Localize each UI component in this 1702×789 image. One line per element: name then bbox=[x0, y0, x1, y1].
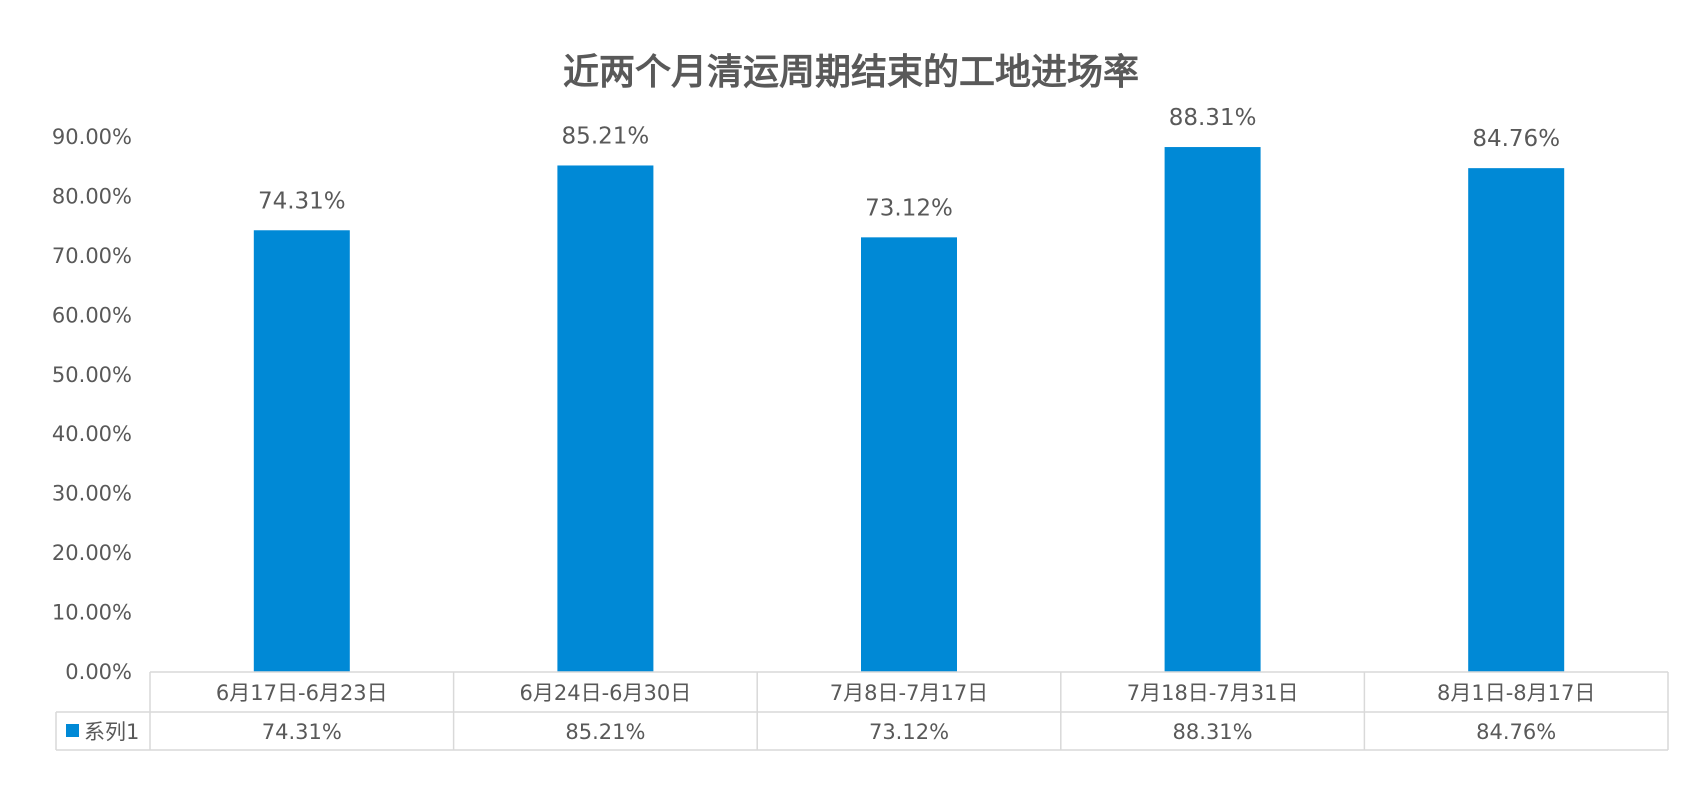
data-label: 88.31% bbox=[1169, 105, 1257, 131]
bar bbox=[253, 230, 350, 673]
data-labels: 74.31% 85.21% 73.12% 88.31% 84.76% bbox=[258, 105, 1560, 221]
y-tick-label: 30.00% bbox=[52, 482, 132, 506]
y-axis-ticks: 0.00% 10.00% 20.00% 30.00% 40.00% 50.00% 60.00… bbox=[52, 125, 132, 684]
bar bbox=[1468, 168, 1565, 672]
y-tick-label: 20.00% bbox=[52, 541, 132, 565]
category-label: 6月24日-6月30日 bbox=[520, 681, 692, 705]
y-tick-label: 60.00% bbox=[52, 303, 132, 327]
category-label: 8月1日-8月17日 bbox=[1437, 681, 1595, 705]
data-label: 84.76% bbox=[1472, 126, 1560, 152]
table-value: 88.31% bbox=[1173, 720, 1253, 744]
table-value: 73.12% bbox=[869, 720, 949, 744]
y-tick-label: 70.00% bbox=[52, 244, 132, 268]
y-tick-label: 10.00% bbox=[52, 601, 132, 625]
y-tick-label: 50.00% bbox=[52, 363, 132, 387]
chart-title: 近两个月清运周期结束的工地进场率 bbox=[563, 52, 1139, 93]
y-tick-label: 40.00% bbox=[52, 422, 132, 446]
category-label: 7月8日-7月17日 bbox=[830, 681, 988, 705]
bars bbox=[253, 147, 1565, 673]
category-label: 7月18日-7月31日 bbox=[1127, 681, 1299, 705]
data-label: 74.31% bbox=[258, 188, 346, 214]
table-value: 85.21% bbox=[565, 720, 645, 744]
legend-series-name: 系列1 bbox=[84, 720, 139, 744]
data-label: 73.12% bbox=[865, 195, 953, 221]
data-label: 85.21% bbox=[562, 123, 650, 149]
bar bbox=[1164, 147, 1261, 672]
y-tick-label: 90.00% bbox=[52, 125, 132, 149]
bar bbox=[861, 237, 957, 672]
y-tick-label: 80.00% bbox=[52, 184, 132, 208]
table-value: 74.31% bbox=[262, 720, 342, 744]
bar bbox=[557, 165, 654, 673]
table-value: 84.76% bbox=[1476, 720, 1556, 744]
y-tick-label: 0.00% bbox=[65, 660, 132, 684]
category-label: 6月17日-6月23日 bbox=[216, 681, 388, 705]
data-table: 6月17日-6月23日 6月24日-6月30日 7月8日-7月17日 7月18日-7月… bbox=[55, 671, 1669, 751]
legend-key bbox=[66, 724, 79, 737]
